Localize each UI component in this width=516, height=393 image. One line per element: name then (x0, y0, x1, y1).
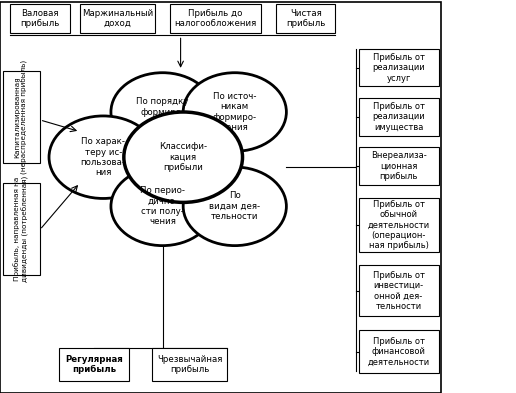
Text: Прибыль от
реализации
имущества: Прибыль от реализации имущества (373, 102, 425, 132)
Text: Капитализированная
(нераспределенная прибыль): Капитализированная (нераспределенная при… (14, 60, 28, 174)
Text: По перио-
дично-
сти полу-
чения: По перио- дично- сти полу- чения (140, 186, 185, 226)
FancyBboxPatch shape (3, 183, 40, 275)
FancyBboxPatch shape (359, 330, 439, 373)
Text: Прибыль от
обычной
деятельности
(операцион-
ная прибыль): Прибыль от обычной деятельности (операци… (367, 200, 430, 250)
Text: Регулярная
прибыль: Регулярная прибыль (66, 355, 123, 374)
Ellipse shape (183, 167, 286, 246)
FancyBboxPatch shape (152, 348, 227, 381)
Text: Прибыль от
реализации
услуг: Прибыль от реализации услуг (373, 53, 425, 83)
Text: Чрезвычайная
прибыль: Чрезвычайная прибыль (157, 355, 222, 374)
Text: По харак-
теру ис-
пользова-
ния: По харак- теру ис- пользова- ния (80, 137, 126, 177)
Text: По порядку
формиро-
вания: По порядку формиро- вания (136, 97, 189, 127)
FancyBboxPatch shape (359, 147, 439, 185)
FancyBboxPatch shape (359, 198, 439, 252)
Text: Прибыль от
инвестици-
онной дея-
тельности: Прибыль от инвестици- онной дея- тельнос… (373, 271, 425, 311)
FancyBboxPatch shape (359, 265, 439, 316)
Ellipse shape (183, 73, 286, 151)
Text: Маржинальный
доход: Маржинальный доход (82, 9, 153, 28)
Text: По
видам дея-
тельности: По видам дея- тельности (209, 191, 261, 221)
FancyBboxPatch shape (10, 4, 70, 33)
FancyBboxPatch shape (359, 98, 439, 136)
Ellipse shape (49, 116, 157, 198)
FancyBboxPatch shape (359, 49, 439, 86)
Text: Прибыль до
налогообложения: Прибыль до налогообложения (174, 9, 256, 28)
Text: Валовая
прибыль: Валовая прибыль (20, 9, 60, 28)
FancyBboxPatch shape (59, 348, 129, 381)
Ellipse shape (124, 112, 243, 202)
Text: Прибыль от
финансовой
деятельности: Прибыль от финансовой деятельности (367, 337, 430, 367)
Text: Прибыль, направленная на
дивиденды (потребленная): Прибыль, направленная на дивиденды (потр… (13, 176, 29, 282)
Text: Внереализа-
ционная
прибыль: Внереализа- ционная прибыль (370, 151, 427, 181)
Text: По источ-
никам
формиро-
вания: По источ- никам формиро- вания (213, 92, 257, 132)
Text: Классифи-
кация
прибыли: Классифи- кация прибыли (159, 142, 207, 172)
FancyBboxPatch shape (276, 4, 335, 33)
Ellipse shape (111, 167, 214, 246)
FancyBboxPatch shape (3, 71, 40, 163)
Ellipse shape (111, 73, 214, 151)
Text: Чистая
прибыль: Чистая прибыль (286, 9, 326, 28)
FancyBboxPatch shape (80, 4, 155, 33)
FancyBboxPatch shape (170, 4, 261, 33)
